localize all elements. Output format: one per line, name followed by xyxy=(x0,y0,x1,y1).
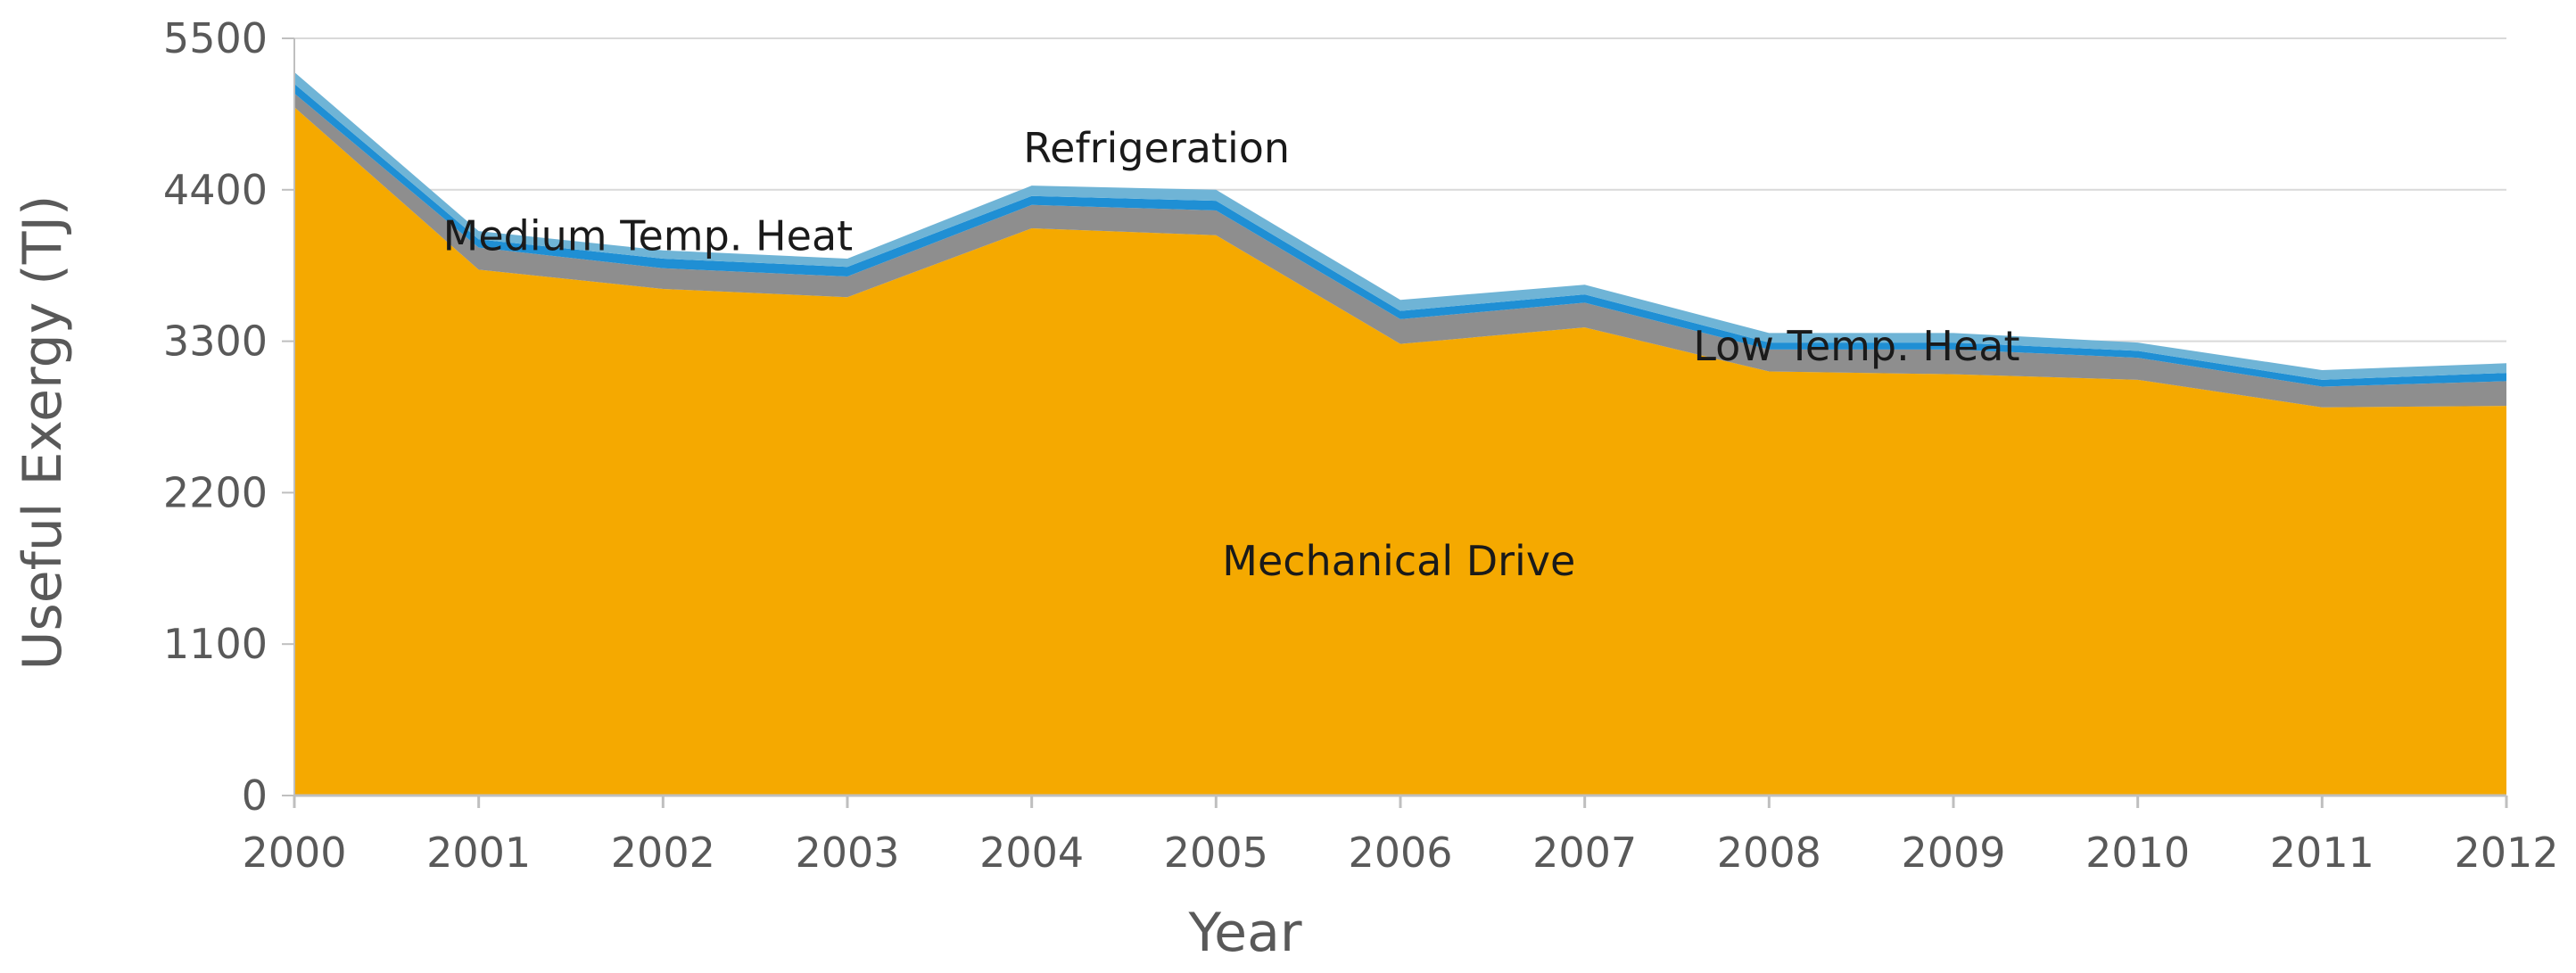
x-tick-label: 2010 xyxy=(2085,829,2190,877)
x-tick-label: 2001 xyxy=(426,829,531,877)
x-tick-label: 2005 xyxy=(1164,829,1268,877)
y-tick-label: 1100 xyxy=(163,620,268,668)
x-tick-label: 2009 xyxy=(1901,829,2005,877)
x-tick-label: 2008 xyxy=(1717,829,1821,877)
x-tick-label: 2003 xyxy=(795,829,899,877)
area-series xyxy=(294,71,2506,796)
annotation-medium-temp-heat: Medium Temp. Heat xyxy=(443,212,854,260)
y-tick-label: 5500 xyxy=(163,14,268,62)
annotation-low-temp-heat: Low Temp. Heat xyxy=(1693,322,2019,370)
x-tick-label: 2011 xyxy=(2270,829,2374,877)
y-tick-label: 3300 xyxy=(163,317,268,366)
area-mechanical-drive xyxy=(294,107,2506,796)
annotations: Refrigeration Medium Temp. Heat Low Temp. … xyxy=(443,124,2020,585)
axes xyxy=(282,37,2508,808)
y-tick-labels: 0 1100 2200 3300 4400 5500 xyxy=(163,14,268,820)
x-tick-label: 2002 xyxy=(611,829,715,877)
annotation-mechanical-drive: Mechanical Drive xyxy=(1222,537,1575,585)
x-tick-label: 2004 xyxy=(979,829,1084,877)
x-tick-label: 2007 xyxy=(1532,829,1637,877)
y-tick-label: 2200 xyxy=(163,468,268,516)
x-axis-title: Year xyxy=(1187,902,1301,964)
annotation-refrigeration: Refrigeration xyxy=(1023,124,1290,172)
x-tick-label: 2012 xyxy=(2454,829,2558,877)
y-tick-label: 0 xyxy=(242,771,268,820)
x-tick-label: 2000 xyxy=(242,829,346,877)
x-tick-labels: 2000 2001 2002 2003 2004 2005 2006 2007 2008 2009… xyxy=(242,829,2558,877)
y-tick-label: 4400 xyxy=(163,166,268,214)
x-tick-label: 2006 xyxy=(1348,829,1452,877)
y-axis-title: Useful Exergy (TJ) xyxy=(12,195,74,671)
